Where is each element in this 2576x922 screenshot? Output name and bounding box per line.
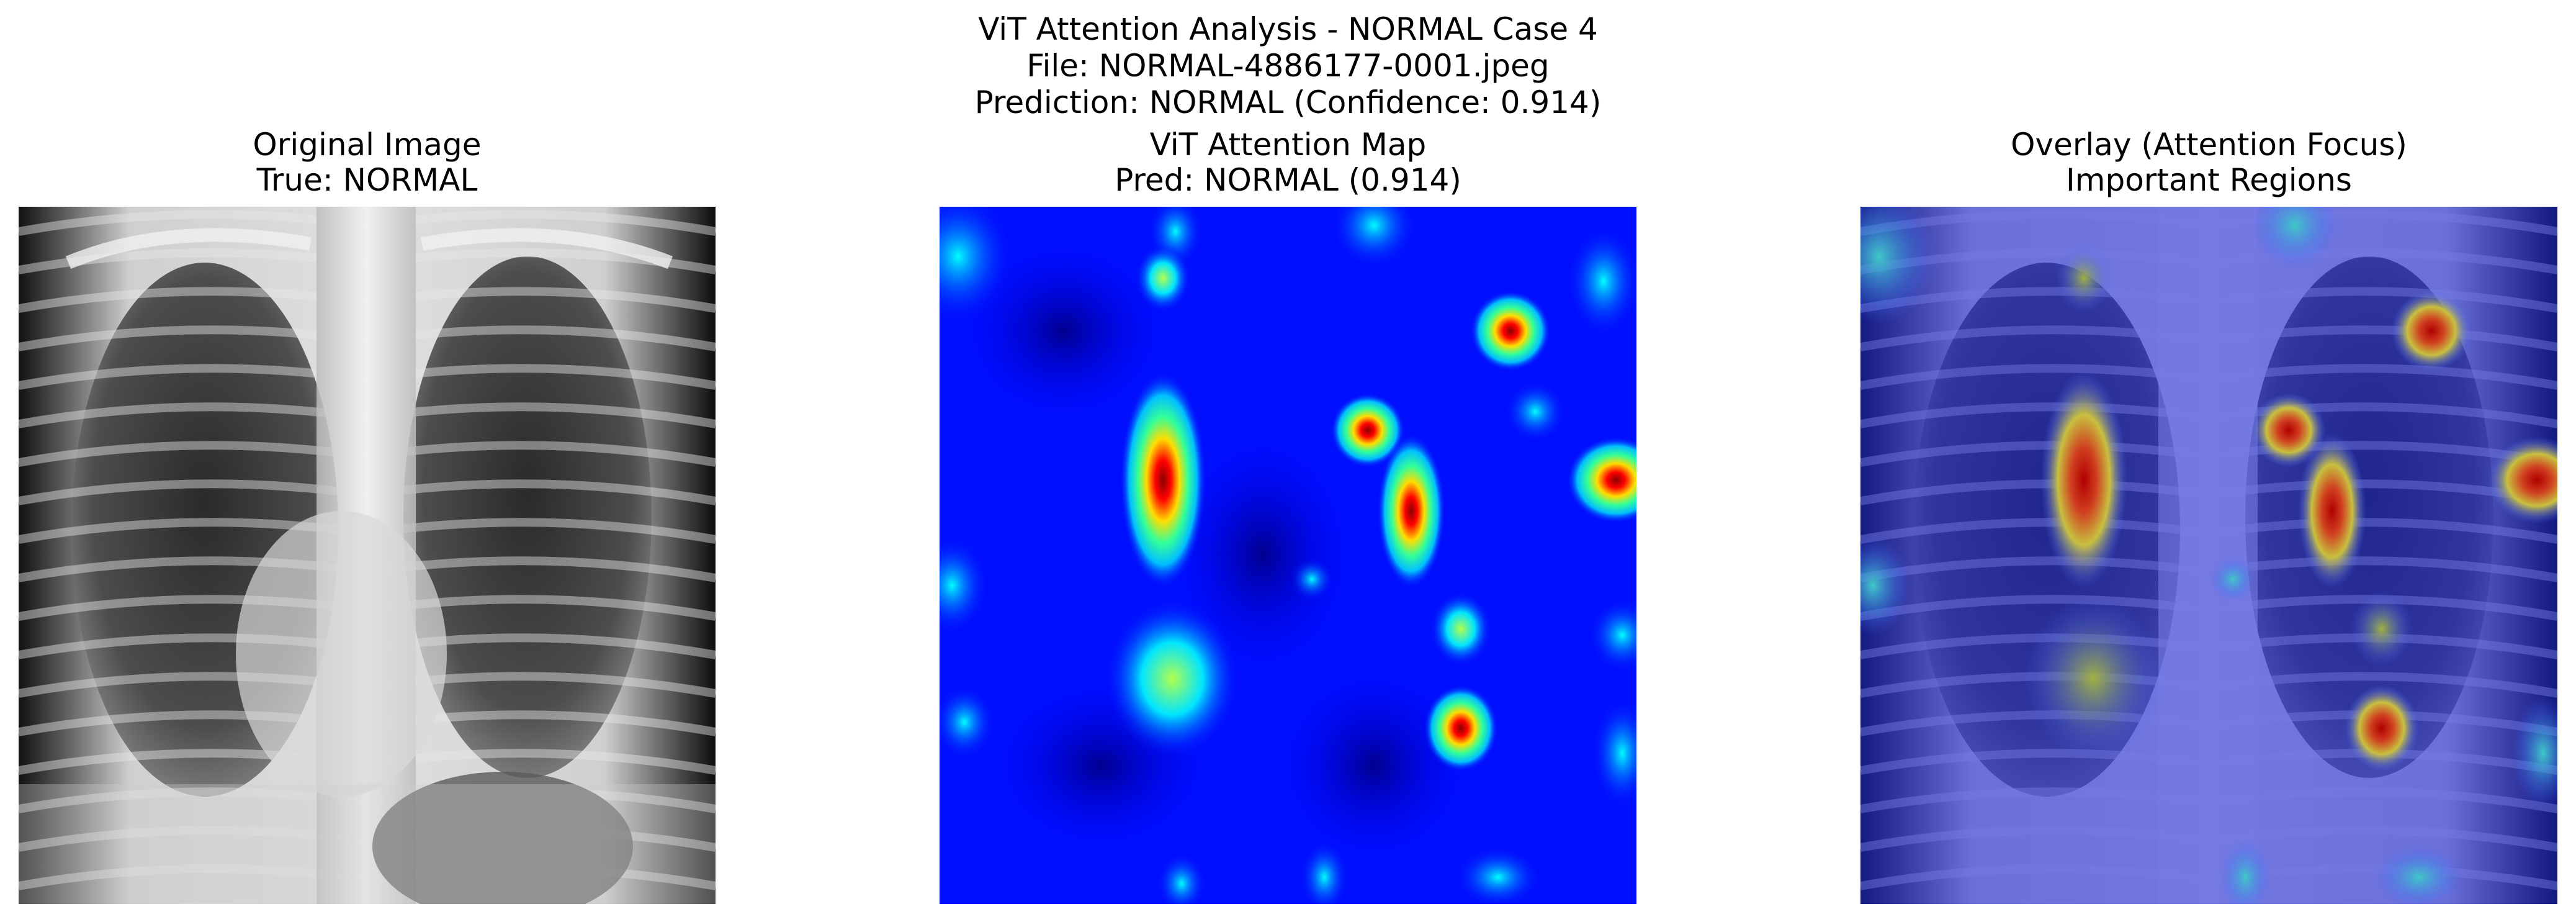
attention-map-title-line-1: ViT Attention Map	[1149, 127, 1427, 163]
attention-map-title: ViT Attention Map Pred: NORMAL (0.914)	[940, 127, 1636, 198]
suptitle-line-3: Prediction: NORMAL (Confidence: 0.914)	[974, 84, 1602, 120]
overlay-title-line-1: Overlay (Attention Focus)	[2011, 127, 2407, 163]
overlay-title-line-2: Important Regions	[2066, 162, 2352, 198]
attention-map-title-line-2: Pred: NORMAL (0.914)	[1115, 162, 1461, 198]
attention-overlay-image	[1860, 207, 2557, 904]
original-xray-image	[19, 207, 716, 904]
attention-heatmap	[940, 207, 1636, 904]
overlay-title: Overlay (Attention Focus) Important Regi…	[1860, 127, 2557, 198]
original-image-title: Original Image True: NORMAL	[19, 127, 716, 198]
suptitle-line-1: ViT Attention Analysis - NORMAL Case 4	[978, 11, 1598, 47]
original-image-title-line-1: Original Image	[253, 127, 482, 163]
original-image-title-line-2: True: NORMAL	[256, 162, 478, 198]
suptitle-line-2: File: NORMAL-4886177-0001.jpeg	[1026, 48, 1550, 84]
figure-suptitle: ViT Attention Analysis - NORMAL Case 4 F…	[0, 11, 2576, 121]
